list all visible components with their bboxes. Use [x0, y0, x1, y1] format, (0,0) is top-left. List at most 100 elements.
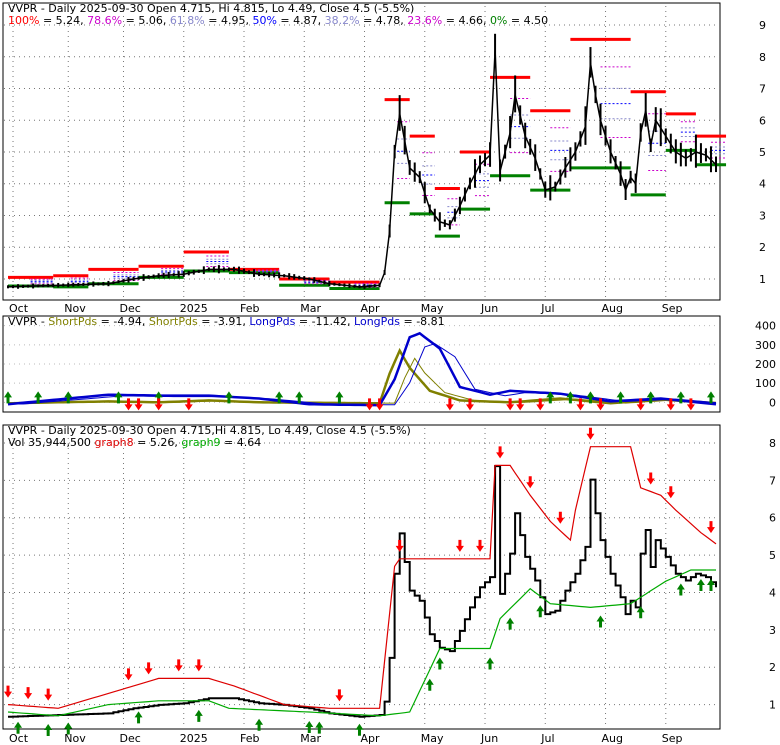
up-arrow-icon — [315, 721, 324, 734]
graph9-line — [7, 569, 716, 717]
osc-title-part: ShortPds — [48, 315, 97, 328]
up-arrow-icon — [295, 391, 304, 404]
fib-50-label: 50% — [252, 14, 276, 27]
down-arrow-icon — [556, 511, 565, 524]
osc-title-part: ShortPds — [149, 315, 198, 328]
fib-0-label: 0% — [490, 14, 507, 27]
up-arrow-icon — [64, 391, 73, 404]
x-tick-label: Feb — [240, 302, 259, 315]
down-arrow-icon — [194, 659, 203, 672]
up-arrow-icon — [636, 606, 645, 619]
volume-series-layer — [4, 427, 717, 737]
down-arrow-icon — [526, 476, 535, 489]
up-arrow-icon — [114, 391, 123, 404]
up-arrow-icon — [255, 718, 264, 731]
y-tick-label: 4 — [759, 178, 766, 191]
down-arrow-icon — [576, 398, 585, 411]
x-tick-label: Aug — [602, 302, 623, 315]
down-arrow-icon — [365, 398, 374, 411]
oscillator-line — [8, 357, 717, 404]
down-arrow-icon — [506, 398, 515, 411]
price-title: VVPR - Daily 2025-09-30 Open 4.715, Hi 4… — [8, 2, 414, 15]
up-arrow-icon — [506, 617, 515, 630]
axis-labels-layer: OctOctNovNovDecDec20252025FebFebMarMarAp… — [9, 19, 776, 745]
y-tick-label: 8 — [759, 51, 766, 64]
fib-382-label: 38.2% — [325, 14, 360, 27]
y-tick-label: 8 — [769, 437, 776, 450]
x-tick-label: Nov — [64, 302, 86, 315]
down-arrow-icon — [174, 659, 183, 672]
up-arrow-icon — [34, 391, 43, 404]
oscillator-series-layer — [4, 331, 717, 411]
fib-100-value: = 5.24, — [43, 14, 84, 27]
oscillator-line — [8, 343, 717, 406]
osc-title-part: LongPds — [249, 315, 295, 328]
up-arrow-icon — [335, 391, 344, 404]
y-tick-label: 6 — [759, 114, 766, 127]
up-arrow-icon — [676, 391, 685, 404]
x-tick-label: Apr — [361, 732, 381, 745]
down-arrow-icon — [124, 668, 133, 681]
fib-legend: 100% = 5.24, 78.6% = 5.06, 61.8% = 4.95,… — [8, 14, 548, 27]
osc-panel-frame — [2, 315, 721, 413]
down-arrow-icon — [706, 521, 715, 534]
down-arrow-icon — [666, 398, 675, 411]
up-arrow-icon — [275, 391, 284, 404]
vol-title: Vol 35,944,500 graph8 = 5.26, graph9 = 4… — [8, 436, 261, 449]
x-tick-label: Feb — [240, 732, 259, 745]
vol-title-part: = 5.26, — [137, 436, 181, 449]
y-tick-label: 200 — [755, 358, 776, 371]
y-tick-label: 2 — [759, 241, 766, 254]
y-tick-label: 9 — [759, 19, 766, 32]
y-tick-label: 3 — [769, 624, 776, 637]
down-arrow-icon — [646, 472, 655, 485]
down-arrow-icon — [395, 539, 404, 552]
osc-title-part: = -3.91, — [201, 315, 249, 328]
down-arrow-icon — [586, 427, 595, 440]
vol-title-part: Vol 35,944,500 — [8, 436, 94, 449]
down-arrow-icon — [184, 398, 193, 411]
up-arrow-icon — [305, 721, 314, 734]
x-tick-label: Jul — [540, 302, 554, 315]
x-tick-label: Apr — [361, 302, 381, 315]
osc-title-part: = -4.94, — [101, 315, 149, 328]
up-arrow-icon — [646, 391, 655, 404]
y-tick-label: 7 — [769, 474, 776, 487]
x-tick-label: Jun — [480, 302, 498, 315]
volume-price-line — [8, 465, 717, 718]
osc-title-part: LongPds — [354, 315, 400, 328]
y-tick-label: 2 — [769, 661, 776, 674]
fib-236-value: = 4.66, — [446, 14, 487, 27]
fib-50-value: = 4.87, — [280, 14, 321, 27]
y-tick-label: 5 — [769, 549, 776, 562]
y-tick-label: 300 — [755, 339, 776, 352]
up-arrow-icon — [4, 391, 12, 404]
vol-title-part: graph9 — [181, 436, 220, 449]
up-arrow-icon — [706, 579, 715, 592]
up-arrow-icon — [425, 678, 434, 691]
up-arrow-icon — [194, 709, 203, 722]
y-tick-label: 400 — [755, 320, 776, 333]
graph8-line — [7, 446, 717, 709]
up-arrow-icon — [566, 391, 575, 404]
fib-100-label: 100% — [8, 14, 39, 27]
vol-title-part: graph8 — [94, 436, 133, 449]
down-arrow-icon — [124, 398, 133, 411]
osc-title-part: VVPR - — [8, 315, 48, 328]
down-arrow-icon — [375, 398, 384, 411]
osc-title: VVPR - ShortPds = -4.94, ShortPds = -3.9… — [8, 315, 445, 328]
fib-786-value: = 5.06, — [126, 14, 167, 27]
up-arrow-icon — [696, 579, 705, 592]
x-tick-label: 2025 — [180, 302, 208, 315]
up-arrow-icon — [676, 583, 685, 596]
down-arrow-icon — [44, 688, 53, 701]
down-arrow-icon — [476, 539, 484, 552]
down-arrow-icon — [335, 689, 344, 702]
vol-panel-frame — [2, 424, 721, 730]
down-arrow-icon — [636, 398, 645, 411]
up-arrow-icon — [546, 391, 555, 404]
y-tick-label: 100 — [755, 377, 776, 390]
down-arrow-icon — [596, 398, 605, 411]
price-close-line — [7, 50, 717, 288]
